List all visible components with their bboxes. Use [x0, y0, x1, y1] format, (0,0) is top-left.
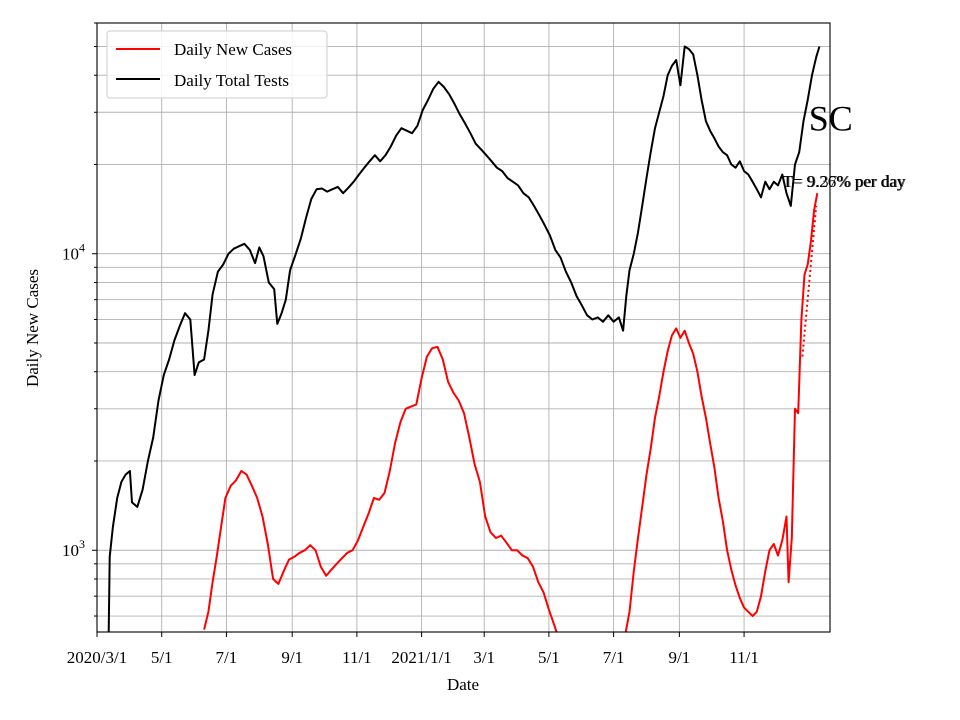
series-line-daily-total-tests — [107, 45, 821, 632]
y-tick-label: 103 — [62, 537, 85, 560]
x-tick-label: 3/1 — [473, 648, 495, 667]
series-line-daily-new-cases — [203, 193, 819, 632]
x-axis-label: Date — [447, 675, 479, 694]
x-tick-label: 11/1 — [342, 648, 372, 667]
y-tick-label: 104 — [62, 241, 85, 264]
legend: Daily New Cases Daily Total Tests — [106, 30, 328, 99]
x-tick-label: 2021/1/1 — [391, 648, 451, 667]
legend-label-cases: Daily New Cases — [174, 40, 292, 59]
annotation-rate-2: T= 9.37% per day — [783, 172, 906, 191]
x-tick-label: 5/1 — [538, 648, 560, 667]
annotation-sc: SC — [809, 99, 853, 139]
axis-tick-labels: 2020/3/1 5/1 7/1 9/1 11/1 2021/1/1 3/1 5/1 7/1 9/… — [62, 241, 759, 667]
x-tick-label: 5/1 — [151, 648, 173, 667]
axis-ticks — [92, 22, 745, 637]
x-tick-label: 7/1 — [216, 648, 238, 667]
annotations: SC T= 9.26% per day T= 9.37% per day — [782, 99, 906, 191]
trend-line-cases — [801, 205, 818, 357]
x-tick-label: 2020/3/1 — [67, 648, 127, 667]
x-tick-label: 7/1 — [603, 648, 625, 667]
x-tick-label: 9/1 — [281, 648, 303, 667]
legend-box — [106, 30, 328, 99]
annotation-rate-1: T= 9.26% per day — [782, 172, 905, 191]
plot-area — [107, 45, 821, 632]
legend-label-tests: Daily Total Tests — [174, 71, 289, 90]
grid-lines — [96, 22, 830, 632]
x-tick-label: 11/1 — [729, 648, 759, 667]
y-axis-label: Daily New Cases — [23, 269, 42, 387]
axes-frame — [96, 22, 831, 633]
x-tick-label: 9/1 — [669, 648, 691, 667]
